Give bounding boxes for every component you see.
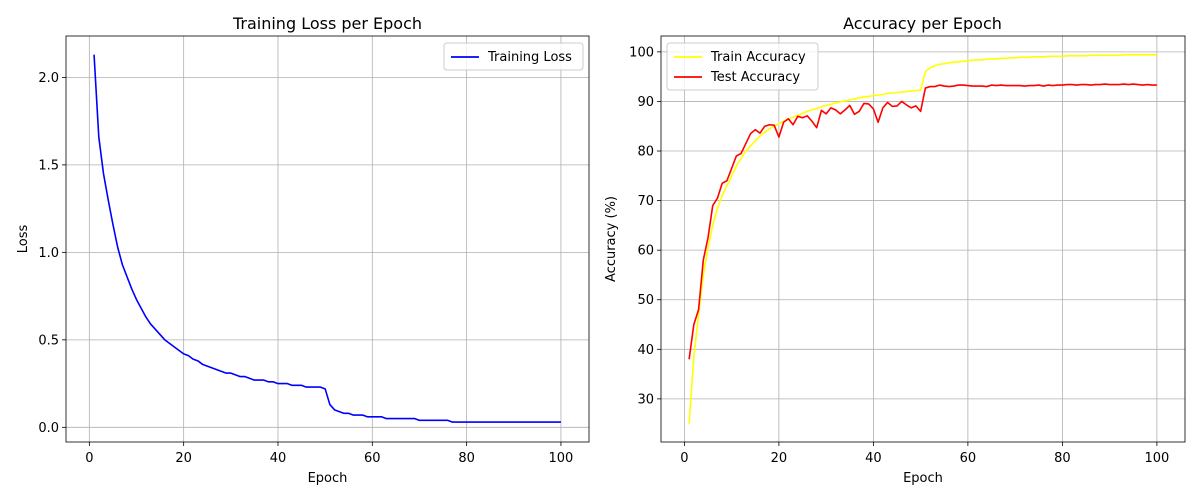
accuracy-x-tick-label: 20 (771, 451, 788, 466)
loss-y-ticks: 0.0 0.5 1.0 1.5 2.0 (38, 71, 66, 436)
accuracy-y-tick-label: 100 (629, 45, 654, 60)
accuracy-legend-box (666, 42, 819, 91)
loss-chart: Training Loss per Epoch 0 20 40 60 80 100 0.0… (16, 14, 590, 486)
accuracy-plot-frame (660, 35, 1186, 443)
loss-legend-box (443, 42, 584, 71)
accuracy-chart: Accuracy per Epoch 0 20 40 60 80 100 30 40 50 60… (604, 14, 1186, 486)
loss-x-axis-label: Epoch (308, 471, 348, 486)
loss-x-tick-label: 20 (175, 451, 192, 466)
accuracy-series-line-test-accuracy (688, 83, 1157, 360)
loss-y-tick-label: 1.5 (38, 158, 59, 173)
loss-y-tick-label: 2.0 (38, 71, 59, 86)
accuracy-y-tick-label: 70 (637, 194, 654, 209)
loss-x-ticks: 0 20 40 60 80 100 (85, 442, 573, 466)
accuracy-y-tick-label: 50 (637, 293, 654, 308)
loss-y-axis-label: Loss (16, 225, 31, 254)
loss-x-tick-label: 80 (458, 451, 475, 466)
loss-chart-title: Training Loss per Epoch (232, 14, 422, 33)
accuracy-legend-label-train: Train Accuracy (710, 50, 806, 65)
accuracy-legend: Train Accuracy Test Accuracy (666, 42, 819, 91)
loss-x-tick-label: 100 (549, 451, 574, 466)
loss-x-tick-label: 0 (85, 451, 93, 466)
accuracy-legend-label-test: Test Accuracy (710, 70, 800, 85)
accuracy-y-tick-label: 90 (637, 95, 654, 110)
loss-plot-frame (65, 35, 590, 443)
accuracy-y-tick-label: 40 (637, 343, 654, 358)
accuracy-series-line-train-accuracy (688, 54, 1157, 424)
accuracy-grid (661, 36, 1185, 442)
loss-x-tick-label: 40 (270, 451, 287, 466)
loss-series-line-training-loss (93, 54, 561, 423)
accuracy-x-tick-label: 100 (1144, 451, 1169, 466)
accuracy-y-tick-label: 60 (637, 244, 654, 259)
accuracy-x-axis-label: Epoch (903, 471, 943, 486)
loss-y-tick-label: 1.0 (38, 246, 59, 261)
loss-x-tick-label: 60 (364, 451, 381, 466)
accuracy-y-axis-label: Accuracy (%) (604, 196, 619, 282)
loss-grid (66, 36, 589, 442)
accuracy-x-ticks: 0 20 40 60 80 100 (680, 442, 1169, 466)
loss-legend-label: Training Loss (487, 50, 572, 65)
accuracy-y-tick-label: 80 (637, 145, 654, 160)
accuracy-y-ticks: 30 40 50 60 70 80 90 100 (629, 45, 661, 407)
accuracy-lines (688, 54, 1157, 424)
accuracy-y-tick-label: 30 (637, 392, 654, 407)
accuracy-x-tick-label: 0 (680, 451, 688, 466)
accuracy-x-tick-label: 40 (865, 451, 882, 466)
accuracy-x-tick-label: 60 (960, 451, 977, 466)
loss-legend: Training Loss (443, 42, 584, 71)
accuracy-x-tick-label: 80 (1054, 451, 1071, 466)
loss-y-tick-label: 0.0 (38, 421, 59, 436)
loss-y-tick-label: 0.5 (38, 333, 59, 348)
accuracy-chart-title: Accuracy per Epoch (843, 14, 1002, 33)
loss-lines (93, 54, 561, 423)
